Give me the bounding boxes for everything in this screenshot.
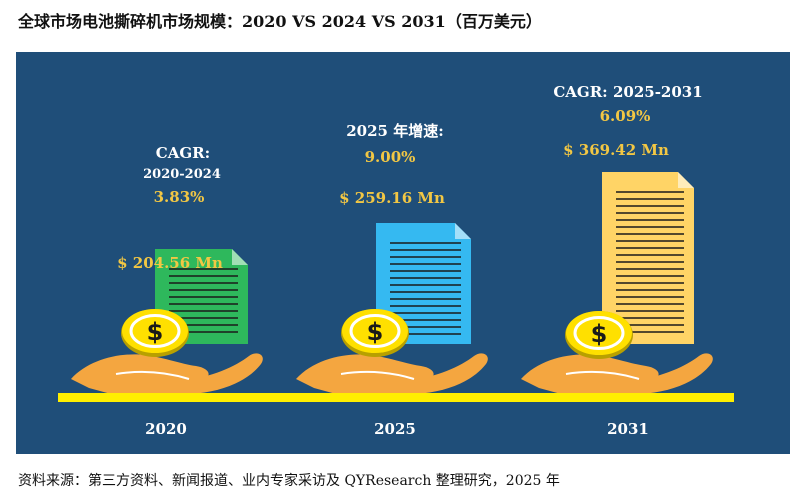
value-label-2031: $ 369.42 Mn [563,141,669,159]
dollar-coin-icon-2031: $ [565,311,633,359]
hand-highlight [340,370,415,380]
hand-icon-2020 [71,353,263,394]
coin-ring [129,314,181,348]
hand-highlight [565,370,640,380]
category-label-2020: 2020 [145,420,187,438]
coin-ring [349,314,401,348]
chart-panel: $ $ $2020 2025 2031 $ 204.56 Mn $ 259.16 Mn $ 3… [16,52,790,454]
document-fold [232,249,248,265]
dollar-sign: $ [147,318,164,346]
document-fold [678,172,694,188]
hand-icon-2025 [296,353,488,394]
document-fold [455,223,471,239]
hand-highlight [115,370,190,380]
baseline [58,393,734,402]
chart-svg: $ $ $2020 2025 2031 $ 204.56 Mn $ 259.16 Mn $ 3… [58,83,734,438]
value-label-2020: $ 204.56 Mn [117,254,223,272]
cagr-label-2031: CAGR: 2025-2031 [553,83,702,101]
category-label-2025: 2025 [374,420,416,438]
category-label-2031: 2031 [607,420,649,438]
cagr-rate-2031: 6.09% [600,107,651,125]
growth-label-2025: 2025 年增速: [346,122,444,140]
dollar-sign: $ [367,318,384,346]
source-note: 资料来源：第三方资料、新闻报道、业内专家采访及 QYResearch 整理研究，… [18,473,560,489]
coin-ring [573,316,625,350]
dollar-coin-icon-2020: $ [121,309,189,357]
document-icon-2031 [602,172,694,344]
document-icon-2025 [376,223,471,344]
growth-rate-2025: 9.00% [365,148,416,166]
cagr-rate-2020: 3.83% [154,188,205,206]
page-title: 全球市场电池撕碎机市场规模：2020 VS 2024 VS 2031（百万美元） [18,12,542,31]
dollar-coin-icon-2025: $ [341,309,409,357]
hand-icon-2031 [521,353,713,394]
value-label-2025: $ 259.16 Mn [339,189,445,207]
cagr-label-2020: CAGR: [156,144,210,162]
cagr-period-2020: 2020-2024 [143,167,221,182]
document-bar-2031 [602,172,694,344]
dollar-sign: $ [591,320,608,348]
